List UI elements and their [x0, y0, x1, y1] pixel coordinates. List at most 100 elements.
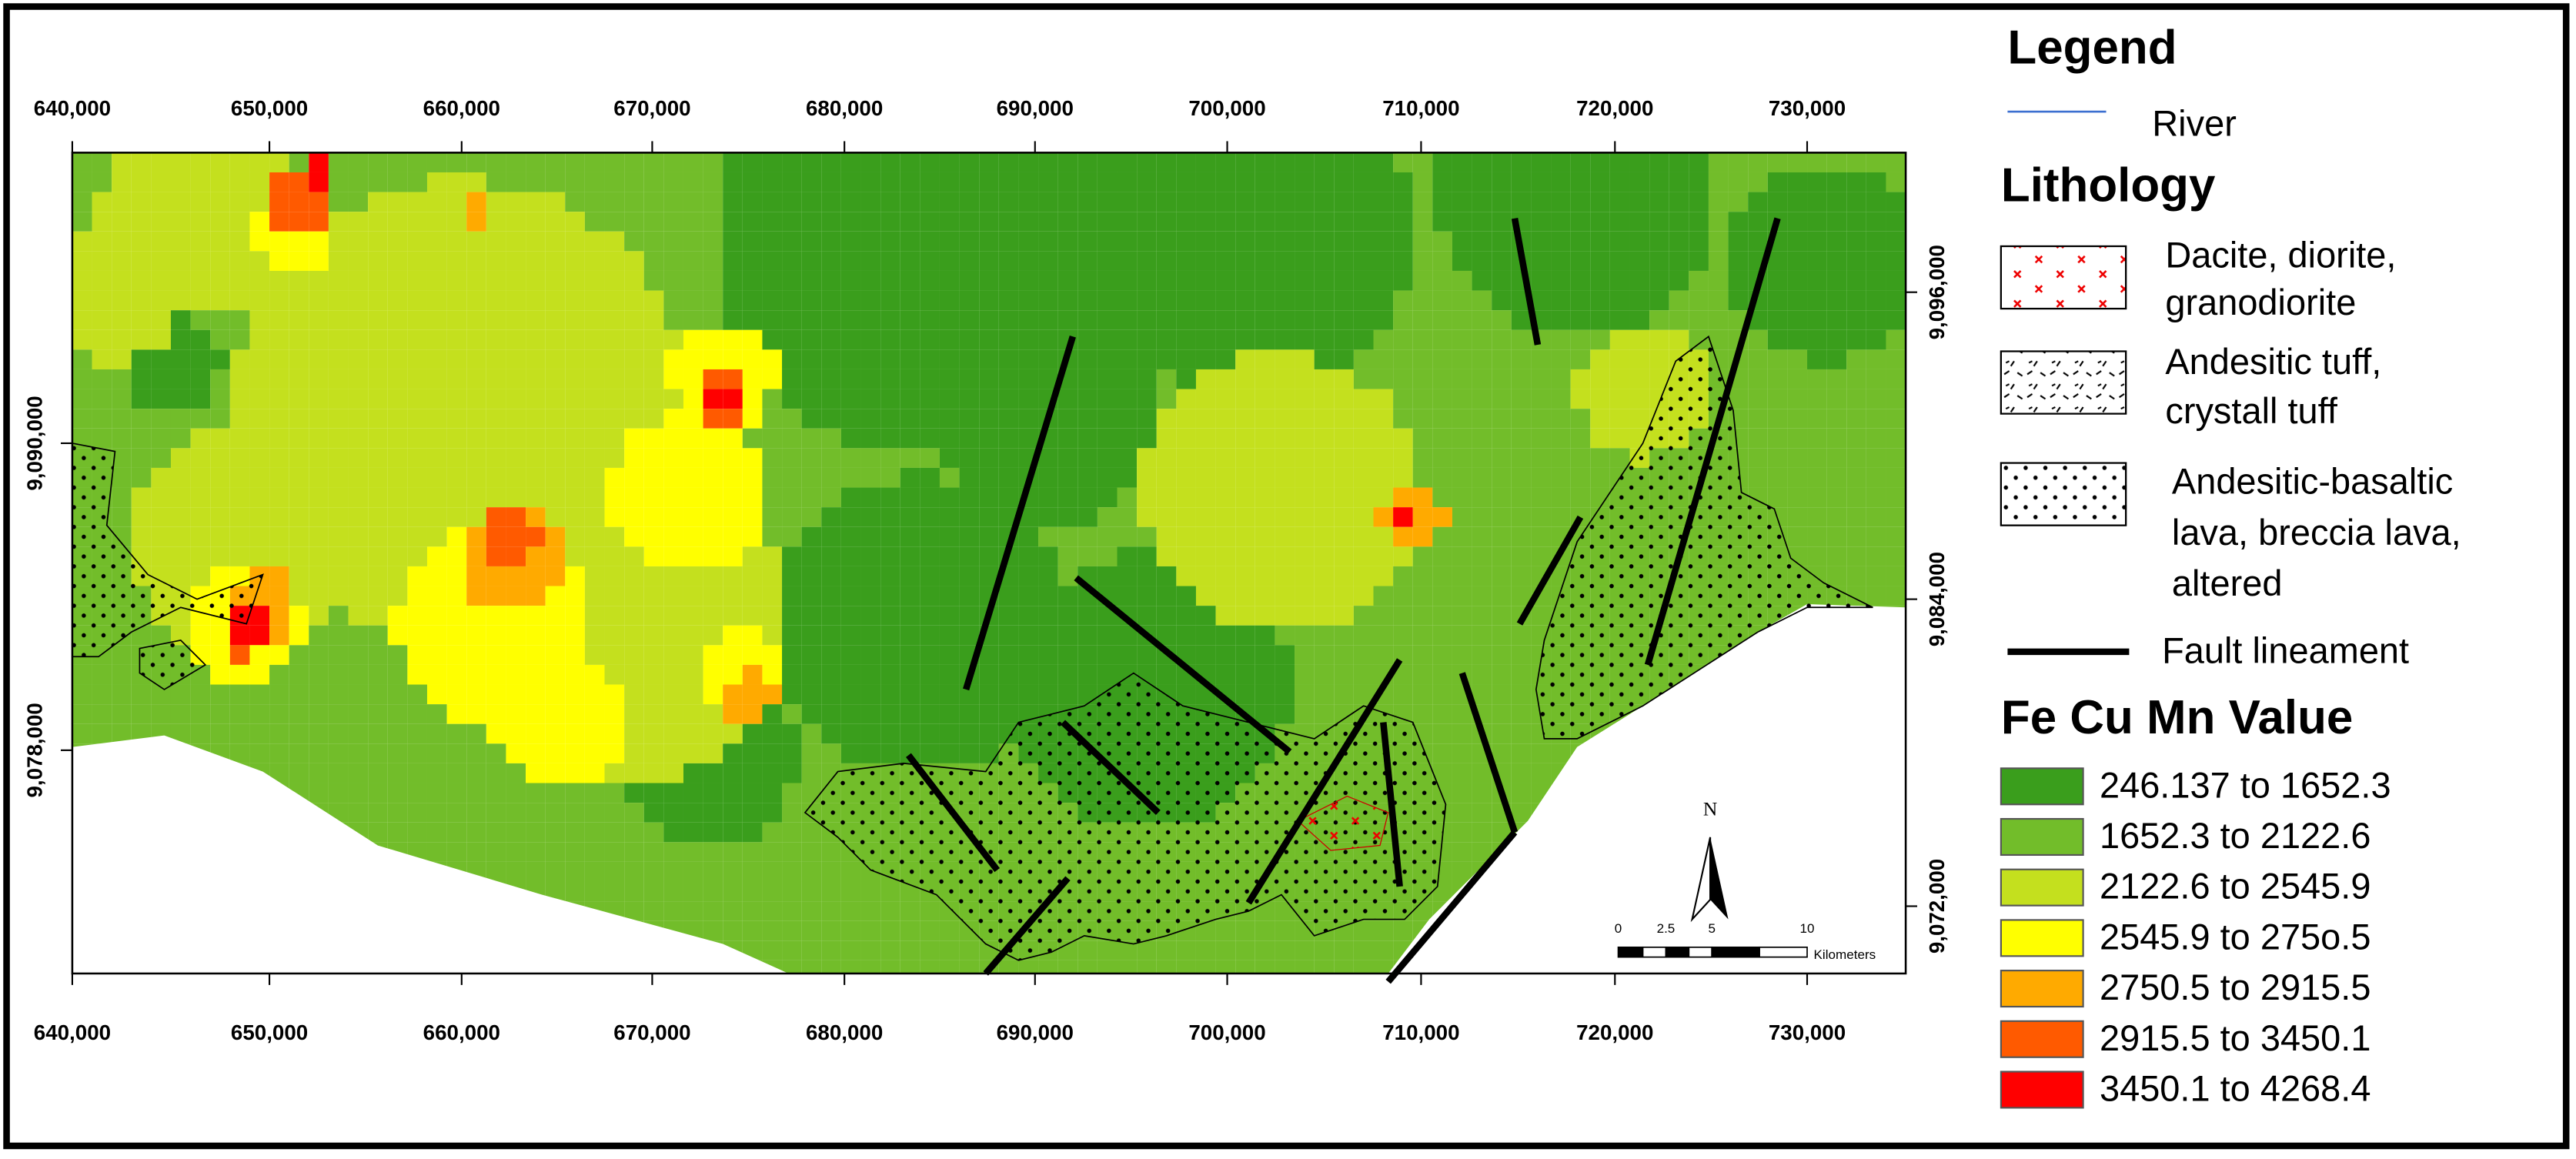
raster-cell: [821, 389, 841, 409]
raster-cell: [565, 664, 585, 685]
raster-cell: [387, 251, 408, 271]
scale-label: 2.5: [1657, 921, 1676, 936]
raster-cell: [624, 270, 644, 291]
raster-cell: [526, 172, 546, 192]
raster-cell: [1137, 467, 1157, 488]
raster-cell: [1787, 270, 1808, 291]
raster-cell: [92, 664, 112, 685]
raster-cell: [663, 684, 683, 705]
raster-cell: [1334, 586, 1354, 606]
raster-cell: [998, 606, 1019, 626]
raster-cell: [526, 763, 546, 783]
raster-cell: [1018, 526, 1039, 547]
raster-cell: [506, 448, 526, 468]
raster-cell: [683, 606, 703, 626]
raster-cell: [190, 467, 211, 488]
raster-cell: [210, 231, 230, 252]
value-title: Fe Cu Mn Value: [2001, 691, 2353, 744]
raster-cell: [1295, 192, 1315, 212]
raster-cell: [151, 507, 171, 527]
raster-cell: [1195, 152, 1216, 172]
raster-cell: [624, 901, 644, 921]
raster-cell: [309, 723, 329, 744]
raster-cell: [1038, 606, 1058, 626]
raster-cell: [407, 822, 427, 843]
raster-cell: [368, 212, 388, 232]
raster-cell: [703, 606, 723, 626]
raster-cell: [269, 467, 289, 488]
raster-cell: [1787, 526, 1808, 547]
raster-cell: [565, 270, 585, 291]
raster-cell: [1295, 448, 1315, 468]
raster-cell: [1117, 369, 1138, 389]
raster-cell: [466, 251, 486, 271]
raster-cell: [584, 349, 605, 369]
raster-cell: [170, 546, 191, 566]
raster-cell: [1807, 467, 1827, 488]
raster-cell: [979, 409, 999, 429]
raster-cell: [1057, 192, 1078, 212]
raster-cell: [1492, 704, 1512, 724]
raster-cell: [545, 409, 566, 429]
raster-cell: [1275, 487, 1295, 508]
x-label-top: 650,000: [231, 96, 308, 120]
raster-cell: [959, 487, 980, 508]
raster-cell: [387, 270, 408, 291]
raster-cell: [1472, 310, 1492, 330]
raster-cell: [1137, 586, 1157, 606]
raster-cell: [190, 369, 211, 389]
raster-cell: [821, 664, 841, 685]
raster-cell: [565, 881, 585, 902]
raster-cell: [998, 349, 1019, 369]
raster-cell: [840, 389, 861, 409]
raster-cell: [1235, 940, 1255, 960]
raster-cell: [742, 664, 763, 685]
raster-cell: [1255, 940, 1275, 960]
raster-cell: [801, 901, 822, 921]
raster-cell: [1295, 270, 1315, 291]
raster-cell: [643, 743, 664, 763]
raster-cell: [643, 369, 664, 389]
raster-cell: [742, 822, 763, 843]
raster-cell: [72, 251, 92, 271]
raster-cell: [1235, 920, 1255, 941]
raster-cell: [782, 172, 802, 192]
raster-cell: [1057, 546, 1078, 566]
raster-cell: [643, 803, 664, 823]
raster-cell: [1531, 270, 1552, 291]
raster-cell: [821, 231, 841, 252]
raster-cell: [446, 290, 467, 311]
raster-cell: [1334, 409, 1354, 429]
raster-cell: [762, 467, 783, 488]
raster-cell: [289, 645, 309, 665]
raster-cell: [1748, 409, 1768, 429]
raster-cell: [1255, 428, 1275, 449]
raster-cell: [782, 743, 802, 763]
raster-cell: [1472, 606, 1492, 626]
raster-cell: [1078, 428, 1098, 449]
raster-cell: [328, 704, 349, 724]
raster-cell: [1176, 448, 1196, 468]
raster-cell: [526, 606, 546, 626]
raster-cell: [92, 231, 112, 252]
raster-cell: [604, 487, 625, 508]
raster-cell: [151, 448, 171, 468]
raster-cell: [1295, 152, 1315, 172]
raster-cell: [703, 586, 723, 606]
raster-cell: [1807, 428, 1827, 449]
raster-cell: [762, 329, 783, 350]
raster-cell: [72, 290, 92, 311]
raster-cell: [1708, 231, 1729, 252]
raster-cell: [1511, 192, 1532, 212]
raster-cell: [624, 212, 644, 232]
raster-cell: [624, 329, 644, 350]
raster-cell: [1492, 507, 1512, 527]
y-label-right: 9,096,000: [1925, 245, 1949, 339]
raster-cell: [1275, 172, 1295, 192]
x-label-top: 700,000: [1188, 96, 1265, 120]
raster-cell: [506, 704, 526, 724]
raster-cell: [506, 822, 526, 843]
raster-cell: [348, 783, 369, 803]
raster-cell: [426, 507, 447, 527]
